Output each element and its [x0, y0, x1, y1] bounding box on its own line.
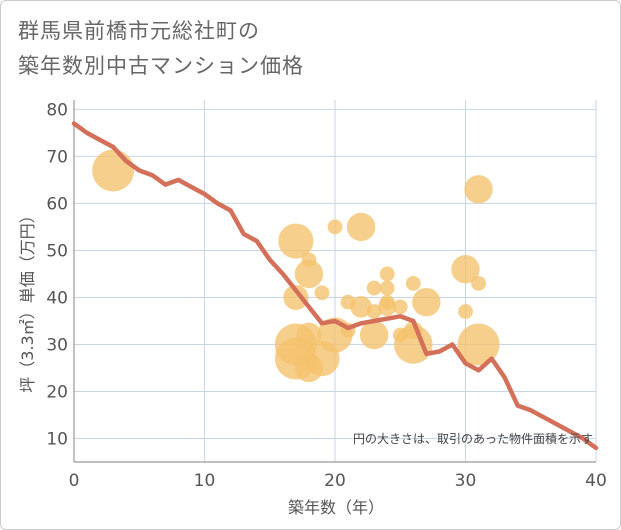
x-axis-label: 築年数（年）	[288, 498, 384, 517]
bubble-point	[92, 149, 135, 192]
bubble-point	[457, 323, 500, 366]
x-tick-label: 10	[194, 471, 216, 491]
axes	[73, 100, 596, 463]
bubble-point	[278, 223, 314, 259]
bubble-point	[451, 255, 480, 284]
x-tick-label: 30	[455, 471, 477, 491]
bubble-point	[314, 285, 330, 301]
chart-title: 群馬県前橋市元総社町の 築年数別中古マンション価格	[18, 14, 304, 84]
y-tick-label: 40	[46, 288, 68, 308]
trend-line	[71, 121, 599, 451]
y-tick-label: 60	[46, 194, 68, 214]
y-tick-label: 10	[46, 429, 68, 449]
x-tick-label: 0	[69, 471, 80, 491]
bubble-point	[359, 320, 389, 350]
bubble-point	[350, 296, 372, 318]
bubble-point	[296, 322, 322, 348]
bubble-point	[378, 297, 397, 316]
bubble-point	[405, 275, 421, 291]
bubble-point	[464, 175, 493, 204]
bubble-point	[346, 212, 376, 242]
bubble-point	[327, 219, 343, 235]
bubble-point	[394, 325, 433, 364]
bubble-point	[458, 304, 473, 319]
bubble-point	[294, 259, 324, 289]
y-axis-label: 坪（3.3㎡）単価（万円）	[18, 207, 37, 392]
y-tick-label: 80	[46, 100, 68, 120]
y-tick-label: 20	[46, 382, 68, 402]
bubble-point	[392, 299, 408, 315]
y-tick-label: 50	[46, 241, 68, 261]
bubble-point	[379, 266, 395, 282]
bubble-point	[379, 280, 395, 296]
chart-title-line-2: 築年数別中古マンション価格	[18, 54, 304, 78]
bubble-point	[283, 284, 309, 310]
size-annotation: 円の大きさは、取引のあった物件面積を示す	[353, 431, 593, 446]
y-tick-label: 30	[46, 335, 68, 355]
bubble-point	[471, 275, 486, 291]
x-tick-label: 40	[585, 471, 607, 491]
bubble-point	[366, 280, 382, 296]
bubble-point	[366, 304, 382, 319]
y-tick-label: 70	[46, 147, 68, 167]
bubble-series	[92, 149, 500, 383]
trend-series	[71, 121, 599, 451]
x-tick-label: 20	[324, 471, 346, 491]
bubble-point	[412, 287, 441, 317]
tick-labels: 0 10 20 30 40 10 20 30 40 50 60 70 80	[46, 100, 606, 491]
chart-title-line-1: 群馬県前橋市元総社町の	[18, 19, 260, 43]
